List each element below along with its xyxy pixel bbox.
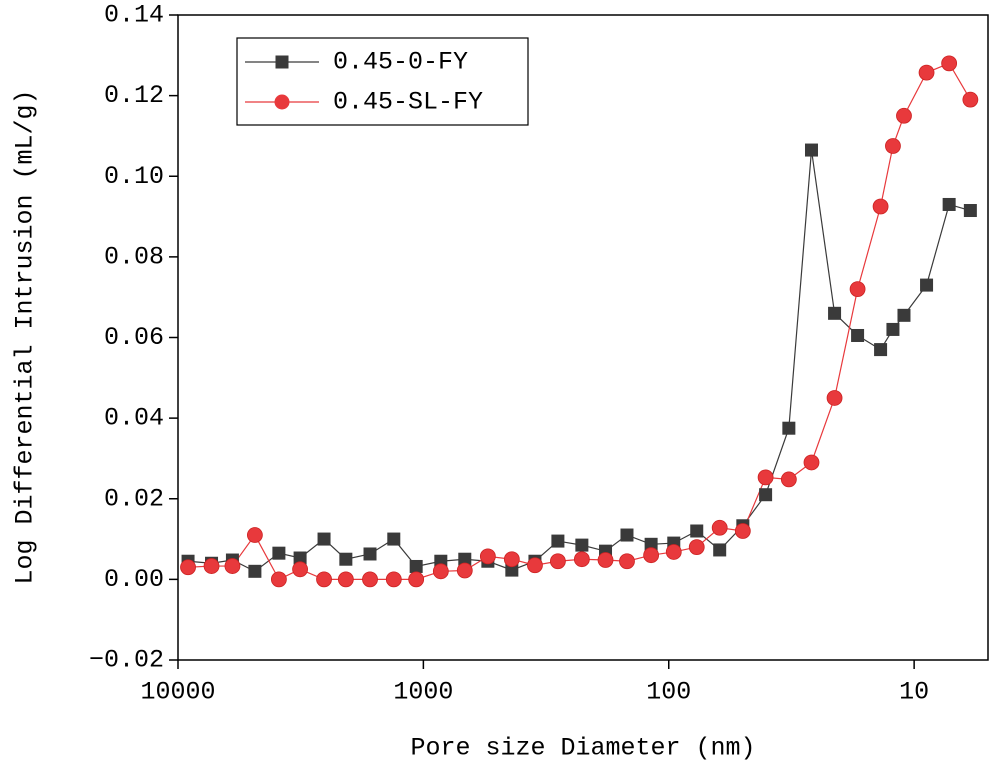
data-point — [804, 143, 818, 157]
data-point — [385, 571, 402, 588]
data-point — [941, 55, 958, 72]
data-point — [826, 390, 843, 406]
data-point — [408, 571, 425, 588]
data-point — [203, 558, 220, 574]
data-point — [458, 552, 472, 566]
data-point — [180, 559, 196, 576]
legend-label: 0.45-0-FY — [333, 48, 468, 77]
series-line — [187, 149, 971, 573]
y-tick-label: 0.00 — [104, 565, 164, 594]
y-tick-label: 0.04 — [104, 404, 164, 433]
data-point — [409, 559, 423, 573]
data-point — [246, 527, 263, 543]
data-point — [549, 553, 566, 570]
data-point — [803, 454, 820, 471]
data-point — [503, 551, 520, 568]
legend-marker — [274, 94, 290, 110]
data-point — [248, 564, 262, 578]
data-point — [272, 546, 286, 560]
data-point — [387, 532, 401, 546]
data-point — [963, 204, 977, 218]
data-point — [505, 563, 519, 577]
legend-box — [236, 37, 529, 126]
data-point — [363, 547, 377, 561]
data-point — [551, 534, 565, 548]
y-tick-label: 0.10 — [104, 162, 164, 191]
data-point — [317, 532, 331, 546]
data-point — [575, 538, 589, 552]
x-tick-label: 1000 — [393, 678, 453, 707]
data-point — [620, 528, 634, 542]
data-point — [479, 548, 496, 565]
y-tick-label: 0.06 — [104, 323, 164, 352]
data-point — [688, 539, 705, 556]
data-point — [573, 551, 590, 568]
data-point — [828, 306, 842, 320]
x-tick-label: 100 — [646, 678, 691, 707]
data-point — [293, 551, 307, 565]
data-point — [918, 64, 935, 81]
data-point — [270, 571, 287, 588]
data-point — [665, 544, 682, 560]
data-point — [872, 198, 889, 215]
data-point — [780, 471, 797, 488]
data-point — [885, 138, 901, 154]
data-point — [734, 523, 751, 539]
data-point — [456, 562, 473, 579]
x-axis-label: Pore size Diameter (nm) — [410, 734, 755, 763]
data-point — [711, 519, 728, 536]
data-point — [224, 558, 241, 574]
data-point — [339, 552, 353, 566]
y-tick-label: 0.08 — [104, 242, 164, 271]
data-point — [619, 553, 635, 570]
data-point — [896, 107, 912, 124]
data-point — [690, 524, 704, 538]
data-point — [527, 557, 543, 574]
data-point — [292, 561, 308, 578]
data-point — [432, 563, 449, 580]
y-tick-label: 0.02 — [104, 484, 164, 513]
y-tick-label: 0.14 — [104, 1, 164, 30]
data-point — [757, 469, 774, 486]
data-point — [782, 421, 796, 435]
series-line — [188, 62, 971, 581]
data-point — [362, 571, 378, 588]
data-point — [942, 197, 956, 211]
data-point — [886, 322, 900, 336]
y-tick-label: −0.02 — [89, 646, 164, 675]
data-point — [713, 543, 727, 557]
y-axis-label: Log Differential Intrusion (mL/g) — [11, 89, 40, 584]
data-point — [920, 278, 934, 292]
data-point — [759, 488, 773, 502]
data-point — [849, 281, 866, 298]
data-point — [644, 537, 658, 551]
x-tick-label: 10000 — [140, 678, 215, 707]
y-tick-label: 0.12 — [104, 81, 164, 110]
legend-marker — [275, 55, 289, 69]
data-point — [874, 343, 888, 357]
data-point — [962, 91, 979, 108]
data-point — [897, 308, 911, 322]
data-point — [597, 552, 614, 568]
data-point — [316, 571, 332, 588]
legend-label: 0.45-SL-FY — [333, 88, 483, 117]
data-point — [337, 571, 354, 588]
x-tick-label: 10 — [899, 678, 929, 707]
data-point — [851, 328, 865, 342]
data-point — [643, 547, 660, 564]
